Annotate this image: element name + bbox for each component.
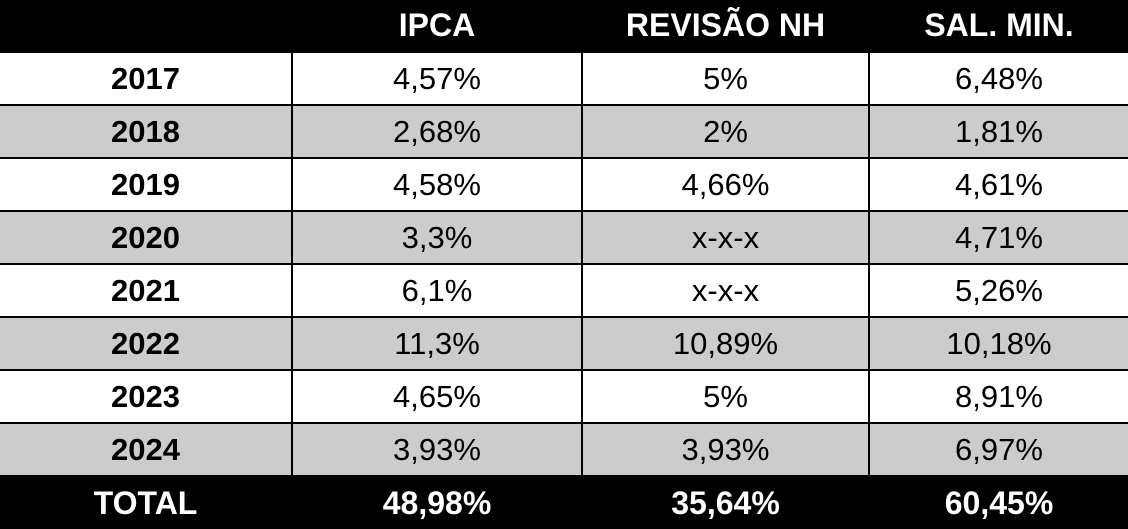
header-cell-sal-min: SAL. MIN.: [868, 0, 1128, 53]
table-row-2021: 2021 6,1% x-x-x 5,26%: [0, 263, 1128, 318]
total-revisao-cell: 35,64%: [581, 475, 870, 529]
total-label-cell: TOTAL: [0, 475, 293, 529]
salmin-cell: 4,71%: [868, 210, 1128, 265]
year-cell: 2019: [0, 157, 293, 212]
salmin-cell: 8,91%: [868, 369, 1128, 424]
header-cell-blank: [0, 0, 293, 53]
salmin-cell: 10,18%: [868, 316, 1128, 371]
header-cell-revisao-nh: REVISÃO NH: [581, 0, 870, 53]
year-cell: 2023: [0, 369, 293, 424]
table-row-2020: 2020 3,3% x-x-x 4,71%: [0, 210, 1128, 265]
ipca-cell: 4,57%: [291, 51, 583, 106]
year-cell: 2017: [0, 51, 293, 106]
year-cell: 2024: [0, 422, 293, 477]
ipca-cell: 11,3%: [291, 316, 583, 371]
table-row-2023: 2023 4,65% 5% 8,91%: [0, 369, 1128, 424]
revisao-cell: x-x-x: [581, 210, 870, 265]
salmin-cell: 5,26%: [868, 263, 1128, 318]
revisao-cell: 4,66%: [581, 157, 870, 212]
table-footer: TOTAL 48,98% 35,64% 60,45%: [0, 475, 1128, 529]
year-cell: 2018: [0, 104, 293, 159]
revisao-cell: 10,89%: [581, 316, 870, 371]
table-row-2018: 2018 2,68% 2% 1,81%: [0, 104, 1128, 159]
table-row-2019: 2019 4,58% 4,66% 4,61%: [0, 157, 1128, 212]
revisao-cell: 5%: [581, 369, 870, 424]
revisao-cell: 5%: [581, 51, 870, 106]
ipca-cell: 4,65%: [291, 369, 583, 424]
revisao-cell: 2%: [581, 104, 870, 159]
year-cell: 2022: [0, 316, 293, 371]
ipca-cell: 4,58%: [291, 157, 583, 212]
ipca-cell: 3,93%: [291, 422, 583, 477]
ipca-cell: 6,1%: [291, 263, 583, 318]
revisao-cell: x-x-x: [581, 263, 870, 318]
table-row-2017: 2017 4,57% 5% 6,48%: [0, 51, 1128, 106]
header-cell-ipca: IPCA: [291, 0, 583, 53]
revisao-cell: 3,93%: [581, 422, 870, 477]
year-cell: 2021: [0, 263, 293, 318]
salmin-cell: 6,48%: [868, 51, 1128, 106]
total-salmin-cell: 60,45%: [868, 475, 1128, 529]
ipca-cell: 2,68%: [291, 104, 583, 159]
table-row-2022: 2022 11,3% 10,89% 10,18%: [0, 316, 1128, 371]
year-cell: 2020: [0, 210, 293, 265]
total-row: TOTAL 48,98% 35,64% 60,45%: [0, 475, 1128, 529]
ipca-cell: 3,3%: [291, 210, 583, 265]
table-body: 2017 4,57% 5% 6,48% 2018 2,68% 2% 1,81% …: [0, 51, 1128, 477]
salmin-cell: 1,81%: [868, 104, 1128, 159]
salmin-cell: 4,61%: [868, 157, 1128, 212]
header-row: IPCA REVISÃO NH SAL. MIN.: [0, 0, 1128, 53]
salmin-cell: 6,97%: [868, 422, 1128, 477]
table-header: IPCA REVISÃO NH SAL. MIN.: [0, 0, 1128, 53]
table-row-2024: 2024 3,93% 3,93% 6,97%: [0, 422, 1128, 477]
total-ipca-cell: 48,98%: [291, 475, 583, 529]
